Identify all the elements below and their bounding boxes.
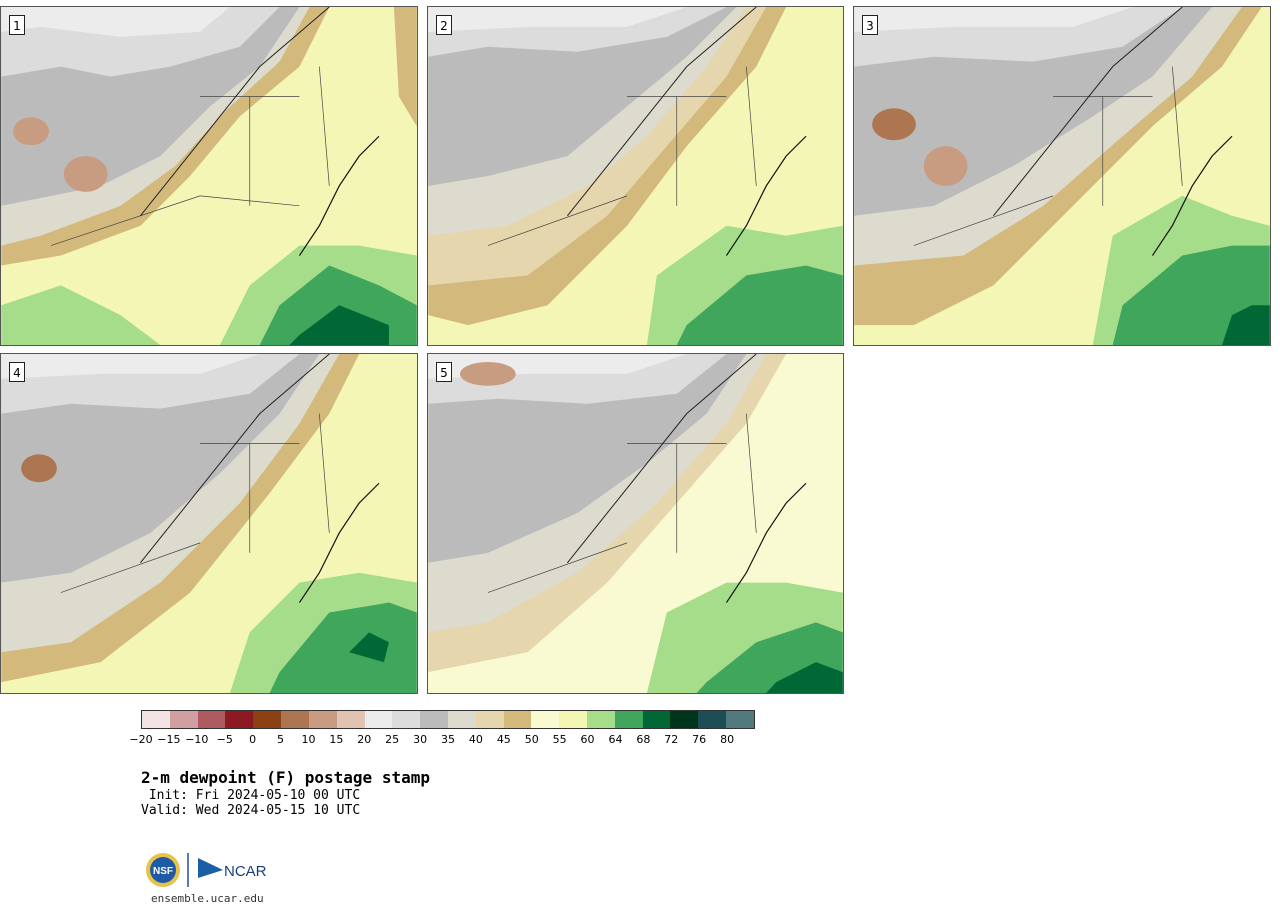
colorbar-tick-labels: −20 −15 −10 −5 0 5 10 15 20 25 30 35 40 45 50 55 60 64 68 7…: [129, 733, 755, 749]
colorbar-tick-label: 60: [580, 733, 595, 746]
colorbar-swatch: [642, 711, 671, 728]
colorbar-swatch: [253, 711, 282, 728]
colorbar-tick-label: −20: [129, 733, 153, 746]
colorbar-swatch: [670, 711, 699, 728]
colorbar-tick-label: 15: [329, 733, 344, 746]
svg-text:NCAR: NCAR: [224, 863, 267, 880]
dewpoint-map-5: [428, 354, 843, 693]
colorbar-swatch: [726, 711, 754, 728]
postage-stamp-panel-2: 2: [427, 6, 844, 346]
colorbar-swatch: [197, 711, 226, 728]
site-url: ensemble.ucar.edu: [151, 892, 264, 905]
colorbar-swatch: [447, 711, 476, 728]
colorbar-tick-label: 80: [720, 733, 735, 746]
panel-number-label: 4: [9, 362, 25, 382]
colorbar-swatch: [698, 711, 727, 728]
colorbar-swatch: [614, 711, 643, 728]
nsf-logo-icon: NSF: [146, 853, 180, 887]
colorbar-swatch: [308, 711, 337, 728]
postage-stamp-panel-5: 5: [427, 353, 844, 694]
colorbar-tick-label: 68: [636, 733, 651, 746]
colorbar-tick-label: 76: [692, 733, 707, 746]
colorbar-swatch: [420, 711, 448, 728]
colorbar-tick-label: −15: [157, 733, 181, 746]
colorbar-tick-label: 35: [441, 733, 455, 746]
dewpoint-map-1: [1, 7, 417, 345]
panel-number-label: 3: [862, 15, 878, 35]
colorbar-swatch: [169, 711, 198, 728]
panel-number-label: 2: [436, 15, 452, 35]
colorbar-swatch: [503, 711, 532, 728]
postage-stamp-panel-4: 4: [0, 353, 418, 694]
colorbar-tick-label: 64: [608, 733, 623, 746]
sponsor-logos: NSF NCAR: [146, 853, 267, 887]
colorbar-swatch: [587, 711, 615, 728]
colorbar-tick-label: 25: [385, 733, 400, 746]
colorbar-tick-label: 50: [524, 733, 539, 746]
panel-number-label: 5: [436, 362, 452, 382]
colorbar: [141, 710, 755, 729]
colorbar-swatch: [364, 711, 393, 728]
caption-block: 2-m dewpoint (F) postage stamp Init: Fri…: [141, 768, 430, 818]
init-time: Init: Fri 2024-05-10 00 UTC: [141, 788, 361, 803]
colorbar-tick-label: 55: [552, 733, 567, 746]
valid-time: Valid: Wed 2024-05-15 10 UTC: [141, 803, 361, 818]
dewpoint-map-3: [854, 7, 1270, 345]
colorbar-swatch: [142, 711, 170, 728]
colorbar-tick-label: 30: [413, 733, 428, 746]
dewpoint-map-2: [428, 7, 843, 345]
colorbar-tick-label: 40: [468, 733, 483, 746]
colorbar-tick-label: 45: [496, 733, 511, 746]
ncar-logo-icon: NCAR: [198, 858, 267, 880]
colorbar-tick-label: −5: [216, 733, 233, 746]
postage-stamp-panel-3: 3: [853, 6, 1271, 346]
colorbar-tick-label: 20: [357, 733, 372, 746]
colorbar-swatch: [559, 711, 587, 728]
colorbar-swatch: [531, 711, 560, 728]
dewpoint-map-4: [1, 354, 417, 693]
colorbar-tick-label: −10: [185, 733, 209, 746]
figure-title: 2-m dewpoint (F) postage stamp: [141, 768, 430, 787]
colorbar-swatch: [336, 711, 365, 728]
colorbar-swatch: [281, 711, 309, 728]
colorbar-swatch: [392, 711, 421, 728]
svg-text:NSF: NSF: [153, 866, 173, 877]
colorbar-tick-label: 72: [664, 733, 679, 746]
colorbar-tick-label: 5: [277, 733, 285, 746]
colorbar-tick-label: 10: [301, 733, 316, 746]
panel-number-label: 1: [9, 15, 25, 35]
colorbar-swatch: [475, 711, 504, 728]
colorbar-tick-label: 0: [249, 733, 257, 746]
postage-stamp-panel-1: 1: [0, 6, 418, 346]
colorbar-swatch: [225, 711, 254, 728]
